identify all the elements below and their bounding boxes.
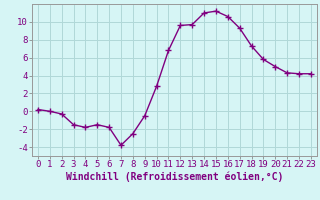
X-axis label: Windchill (Refroidissement éolien,°C): Windchill (Refroidissement éolien,°C)	[66, 172, 283, 182]
